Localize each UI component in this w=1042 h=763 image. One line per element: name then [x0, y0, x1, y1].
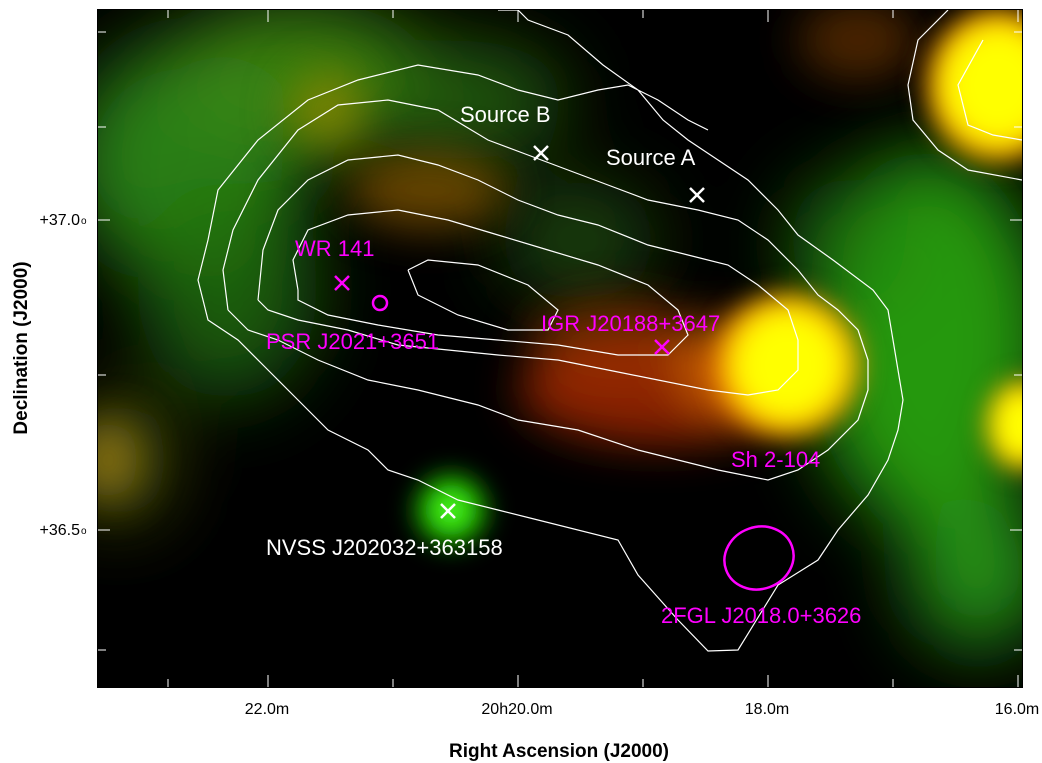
contour-1 [197, 10, 904, 652]
frame-ticks [98, 10, 1022, 687]
label-psr: PSR J2021+3651 [266, 329, 439, 354]
circle-marker-psr [371, 294, 389, 312]
contour-top-right-inner [957, 39, 1022, 141]
y-tick-label: +37.0 [40, 212, 81, 229]
x-marker-igr [654, 339, 670, 355]
label-igr: IGR J20188+3647 [541, 311, 720, 336]
x-axis-title: Right Ascension (J2000) [449, 741, 669, 762]
y-tick-label: +36.5 [40, 522, 81, 539]
x-marker-source-a [689, 187, 705, 203]
y-axis-title: Declination (J2000) [11, 261, 32, 434]
contour-4 [292, 209, 689, 356]
green-diffuse-emission [98, 10, 1022, 650]
nvss-green-emission [406, 465, 496, 555]
x-tick-label: 18.0m [745, 701, 789, 718]
contour-3 [257, 154, 799, 396]
x-tick-label: 16.0m [995, 701, 1039, 718]
sky-map: Source B Source A WR 141 PSR J2021+3651 … [97, 9, 1023, 688]
label-source-b: Source B [460, 102, 551, 127]
label-sh2: Sh 2-104 [731, 447, 820, 472]
sky-image: Source B Source A WR 141 PSR J2021+3651 … [98, 10, 1022, 687]
contour-5 [407, 259, 559, 331]
contour-2 [222, 99, 869, 481]
contour-top-right [907, 10, 1022, 181]
source-markers [334, 145, 795, 591]
source-labels: Source B Source A WR 141 PSR J2021+3651 … [266, 102, 861, 628]
x-tick-label: 20h20.0m [481, 701, 552, 718]
x-tick-label: 22.0m [245, 701, 289, 718]
y-degree-mark: o [81, 526, 87, 537]
y-tick-labels: +37.0 o +36.5 o [40, 212, 87, 539]
label-source-a: Source A [606, 145, 696, 170]
x-marker-wr141 [334, 275, 350, 291]
y-degree-mark: o [81, 216, 87, 227]
x-marker-source-b [533, 145, 549, 161]
x-marker-nvss [440, 503, 456, 519]
x-tick-labels: 22.0m 20h20.0m 18.0m 16.0m [245, 701, 1039, 718]
yellow-bright-sources [708, 10, 1022, 475]
gamma-ray-contours [197, 10, 1022, 652]
label-wr141: WR 141 [295, 236, 374, 261]
label-2fgl: 2FGL J2018.0+3626 [661, 603, 861, 628]
label-nvss: NVSS J202032+363158 [266, 535, 503, 560]
error-ellipse-2fgl [723, 525, 795, 591]
